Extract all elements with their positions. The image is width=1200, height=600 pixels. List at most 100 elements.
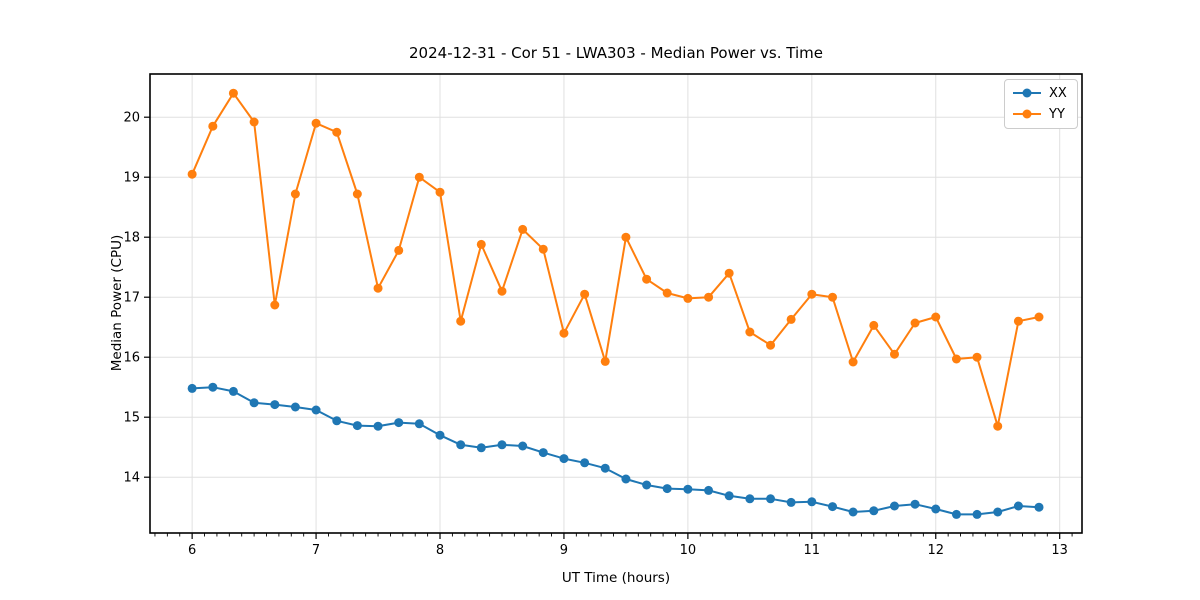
data-point-marker [208,382,218,392]
legend-label-xx: XX [1049,85,1067,101]
data-point-marker [332,416,342,426]
x-tick-label: 11 [804,543,821,558]
data-point-marker [580,458,590,468]
x-tick-label: 7 [312,543,320,558]
data-point-marker [931,312,941,322]
x-tick-label: 13 [1051,543,1068,558]
data-point-marker [1013,501,1023,511]
data-point-marker [642,480,652,490]
x-tick-label: 6 [188,543,196,558]
legend-dot-xx-icon [1022,88,1032,98]
x-tick-label: 12 [927,543,944,558]
data-point-marker [683,484,693,494]
data-point-marker [332,127,342,137]
data-point-marker [435,187,445,197]
data-point-marker [807,289,817,299]
data-point-marker [724,491,734,501]
data-point-marker [435,430,445,440]
data-point-marker [249,117,259,127]
data-point-marker [993,421,1003,431]
data-point-marker [704,292,714,302]
data-point-marker [910,318,920,328]
data-point-marker [1034,502,1044,512]
data-point-marker [580,289,590,299]
data-point-marker [518,224,528,234]
data-point-marker [1034,312,1044,322]
x-tick-label: 9 [560,543,568,558]
data-point-marker [807,497,817,507]
data-point-marker [972,509,982,519]
data-point-marker [559,454,569,464]
data-point-marker [538,244,548,254]
data-point-marker [290,402,300,412]
data-point-marker [972,352,982,362]
data-point-marker [456,316,466,326]
data-point-marker [889,501,899,511]
data-point-marker [600,463,610,473]
data-point-marker [373,283,383,293]
data-point-marker [724,268,734,278]
data-point-marker [662,484,672,494]
y-tick-label: 14 [123,471,140,486]
x-tick-label: 10 [680,543,697,558]
data-point-marker [270,300,280,310]
data-point-marker [889,349,899,359]
data-point-marker [642,274,652,284]
legend-item-yy: YY [1013,105,1067,123]
series-xx [187,382,1044,519]
y-tick-label: 20 [123,111,140,126]
y-tick-label: 15 [123,411,140,426]
data-point-marker [848,507,858,517]
legend-dot-yy-icon [1022,109,1032,119]
data-point-marker [828,292,838,302]
data-point-marker [208,121,218,131]
y-tick-label: 16 [123,351,140,366]
data-point-marker [786,497,796,507]
x-tick-label: 8 [436,543,444,558]
series-line-xx [192,386,1040,516]
data-point-marker [848,357,858,367]
axis-ticks [144,116,1073,539]
data-point-marker [931,504,941,514]
data-point-marker [290,189,300,199]
data-point-marker [497,440,507,450]
data-point-marker [394,418,404,428]
data-point-marker [621,232,631,242]
legend-item-xx: XX [1013,84,1067,102]
data-point-marker [476,239,486,249]
legend-label-yy: YY [1049,106,1065,122]
data-point-marker [476,443,486,453]
legend-line-marker-xx-icon [1013,86,1041,100]
data-point-marker [766,340,776,350]
series-yy [187,88,1044,431]
data-point-marker [228,88,238,98]
series-line-yy [191,92,1040,428]
data-point-marker [993,507,1003,517]
tick-labels: 6 7 8 9 10 11 12 13 14 15 16 17 18 19 20 [123,111,1068,558]
data-point-marker [828,502,838,512]
data-point-marker [559,328,569,338]
data-point-marker [187,169,197,179]
data-point-marker [786,314,796,324]
data-point-marker [352,421,362,431]
data-point-marker [228,386,238,396]
data-point-marker [497,286,507,296]
data-point-marker [951,509,961,519]
y-tick-label: 18 [123,231,140,246]
data-point-marker [394,245,404,255]
data-point-marker [766,494,776,504]
data-point-marker [910,499,920,509]
gridlines [150,74,1082,533]
data-point-marker [745,327,755,337]
data-point-marker [518,441,528,451]
data-point-marker [951,354,961,364]
data-point-marker [662,288,672,298]
data-point-marker [456,440,466,450]
data-point-marker [270,400,280,410]
data-point-marker [704,485,714,495]
data-point-marker [538,448,548,458]
data-point-marker [600,356,610,366]
legend: XX YY [1004,79,1078,129]
data-point-marker [414,419,424,429]
data-point-marker [869,506,879,516]
